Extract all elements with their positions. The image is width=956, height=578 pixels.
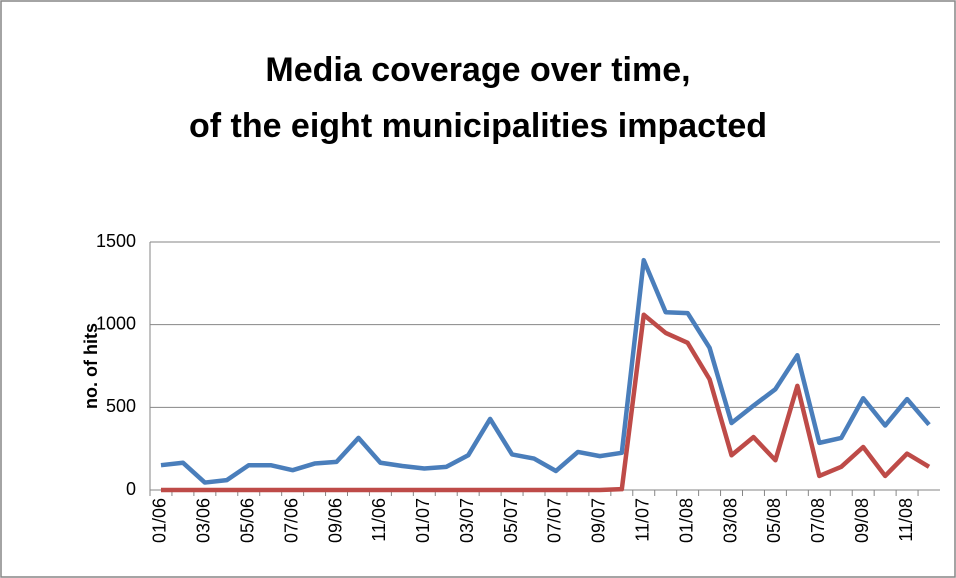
x-tick-label: 03/08	[720, 498, 740, 543]
y-tick-label: 1500	[96, 231, 136, 251]
series-line	[160, 312, 931, 493]
x-tick-label: 11/07	[633, 498, 653, 542]
x-tick-label: 11/06	[369, 498, 389, 542]
x-tick-label: 01/07	[413, 498, 433, 543]
x-tick-label: 07/07	[545, 498, 565, 543]
y-tick-label: 500	[106, 396, 136, 416]
y-tick-label: 0	[126, 479, 136, 499]
y-axis-label: no. of hits	[81, 323, 101, 409]
series-line	[160, 257, 931, 485]
x-tick-label: 09/06	[325, 498, 345, 543]
x-tick-label: 03/06	[194, 498, 214, 543]
x-tick-label: 05/06	[238, 498, 258, 543]
x-tick-label: 05/08	[764, 498, 784, 543]
chart-title: Media coverage over time,	[265, 51, 690, 89]
x-tick-label: 03/07	[457, 498, 477, 543]
x-tick-label: 09/07	[589, 498, 609, 543]
x-tick-label: 11/08	[896, 498, 916, 542]
x-tick-label: 09/08	[852, 498, 872, 543]
y-tick-label: 1000	[96, 313, 136, 333]
x-tick-label: 01/08	[676, 498, 696, 543]
x-tick-label: 07/06	[281, 498, 301, 543]
x-tick-label: 05/07	[501, 498, 521, 543]
x-tick-label: 01/06	[150, 498, 170, 543]
chart-title: of the eight municipalities impacted	[189, 107, 767, 145]
x-tick-label: 07/08	[808, 498, 828, 543]
